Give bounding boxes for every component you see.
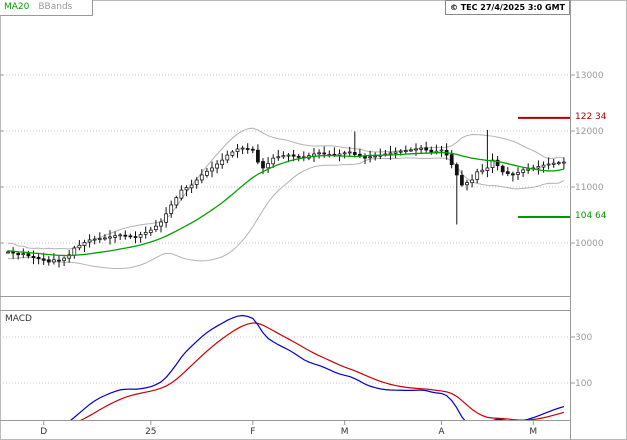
- ma20-legend-label: MA20: [4, 2, 30, 12]
- bollinger-lower-line: [7, 157, 565, 270]
- price-axis-label: 13000: [575, 71, 604, 81]
- month-label: F: [250, 427, 255, 437]
- ma20-line: [7, 151, 565, 257]
- copyright-label: © TEC 27/4/2025 3:0 GMT: [444, 0, 570, 15]
- bbands-legend-label: BBands: [38, 2, 73, 12]
- price-axis-label: 12000: [575, 127, 604, 137]
- macd-axis-label: 300: [575, 333, 592, 343]
- support-label: 104 64: [575, 211, 607, 221]
- month-label: D: [40, 427, 47, 437]
- macd-line: [70, 314, 565, 420]
- resistance-label: 122 34: [575, 112, 607, 122]
- macd-panel-label: MACD: [5, 314, 32, 324]
- price-axis-label: 11000: [575, 183, 604, 193]
- month-label: 25: [145, 427, 156, 437]
- macd-panel: [70, 314, 565, 420]
- indicator-legend: MA20 BBands: [0, 0, 93, 16]
- candlestick-series: [6, 129, 566, 268]
- price-grid: 13000 12000 11000 10000: [0, 71, 604, 249]
- x-axis: D 25 F M A M: [40, 420, 537, 437]
- bollinger-upper-line: [7, 127, 564, 250]
- macd-grid: 300 100: [0, 333, 592, 389]
- month-label: M: [341, 427, 349, 437]
- price-axis-label: 10000: [575, 239, 604, 249]
- price-panel: [6, 127, 566, 270]
- month-label: M: [529, 427, 537, 437]
- month-label: A: [438, 427, 445, 437]
- macd-axis-label: 100: [575, 379, 592, 389]
- macd-signal-line: [80, 322, 565, 420]
